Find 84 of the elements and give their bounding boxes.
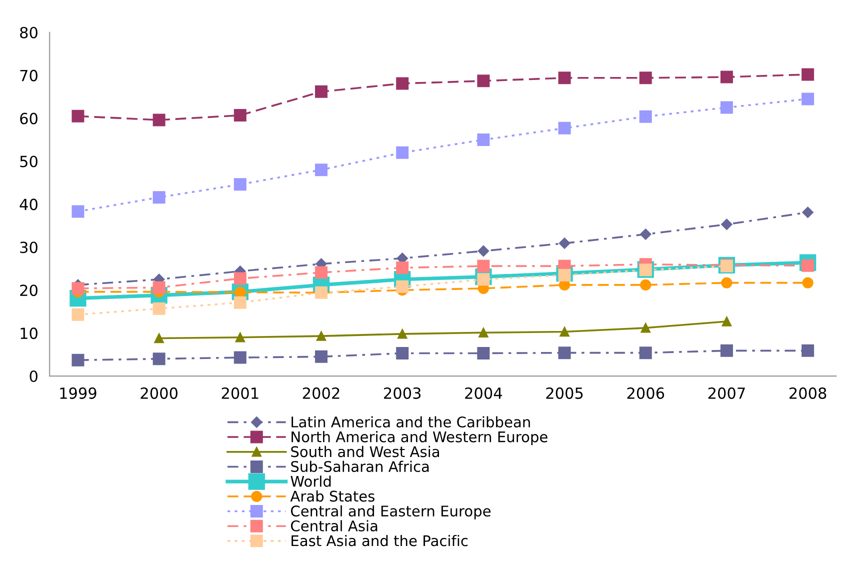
point — [802, 277, 814, 288]
y-tick-label: 60 — [20, 112, 38, 124]
y-tick-label: 10 — [20, 328, 38, 340]
point — [316, 331, 326, 341]
point — [802, 92, 814, 106]
legend-label: North America and Western Europe — [292, 431, 548, 446]
point — [234, 296, 246, 309]
legend-label: Latin America and the Caribbean — [292, 416, 530, 428]
legend-label: Central and Eastern Europe — [291, 505, 491, 520]
point — [396, 280, 409, 293]
point — [234, 351, 246, 364]
x-tick-label: 1999 — [60, 387, 96, 399]
point — [802, 68, 814, 81]
point — [477, 74, 490, 88]
point — [558, 122, 571, 134]
point — [396, 347, 409, 360]
point — [722, 316, 732, 326]
point — [396, 262, 409, 274]
point — [640, 323, 650, 333]
point — [72, 282, 84, 295]
legend-label: South and West Asia — [291, 446, 439, 458]
x-tick-label: 2002 — [302, 387, 340, 399]
point — [720, 101, 733, 114]
point — [152, 352, 166, 366]
legend-label: Sub-Saharan Africa — [291, 460, 429, 472]
point — [152, 302, 166, 315]
point — [152, 281, 166, 294]
point — [72, 308, 84, 321]
point — [234, 178, 246, 191]
point — [72, 205, 84, 218]
x-tick-label: 2003 — [384, 387, 421, 399]
point — [640, 279, 652, 291]
x-tick-label: 2000 — [140, 387, 178, 399]
point — [477, 134, 490, 146]
point — [639, 72, 652, 84]
y-tick-label: 20 — [20, 284, 38, 296]
legend-label: Central Asia — [291, 520, 378, 532]
point — [235, 332, 246, 342]
x-tick-label: 2001 — [222, 387, 258, 399]
point — [234, 109, 246, 122]
point — [477, 347, 490, 360]
y-tick-label: 40 — [20, 198, 38, 210]
point — [720, 344, 733, 357]
x-tick-label: 2006 — [627, 387, 664, 399]
y-tick-label: 0 — [30, 370, 38, 382]
point — [558, 346, 571, 360]
point — [315, 164, 328, 176]
point — [72, 354, 84, 366]
point — [315, 85, 328, 98]
point — [154, 333, 164, 344]
point — [802, 344, 814, 357]
point — [720, 70, 733, 84]
y-tick-label: 80 — [20, 26, 38, 38]
point — [721, 218, 732, 230]
y-tick-label: 50 — [20, 156, 38, 168]
legend-label: East Asia and the Pacific — [292, 534, 468, 546]
point — [152, 114, 166, 126]
point — [234, 272, 246, 285]
point — [639, 346, 652, 360]
point — [478, 328, 488, 338]
point — [396, 77, 409, 90]
point — [397, 329, 408, 339]
y-tick-label: 70 — [20, 70, 38, 82]
y-tick-label: 30 — [20, 242, 38, 254]
point — [315, 350, 328, 363]
point — [396, 146, 409, 159]
legend-label: World — [290, 476, 331, 487]
x-tick-label: 2005 — [546, 387, 583, 399]
x-tick-label: 2004 — [465, 387, 502, 399]
x-tick-label: 2007 — [708, 387, 745, 399]
legend-label: Arab States — [290, 490, 374, 502]
point — [72, 110, 84, 122]
point — [152, 191, 166, 204]
point — [721, 277, 732, 288]
point — [640, 228, 652, 240]
point — [802, 206, 814, 218]
point — [558, 238, 570, 249]
point — [560, 326, 570, 337]
point — [477, 260, 490, 272]
point — [315, 266, 328, 279]
point — [639, 110, 652, 123]
point — [558, 72, 571, 84]
point — [478, 245, 490, 257]
x-tick-label: 2008 — [789, 387, 826, 399]
